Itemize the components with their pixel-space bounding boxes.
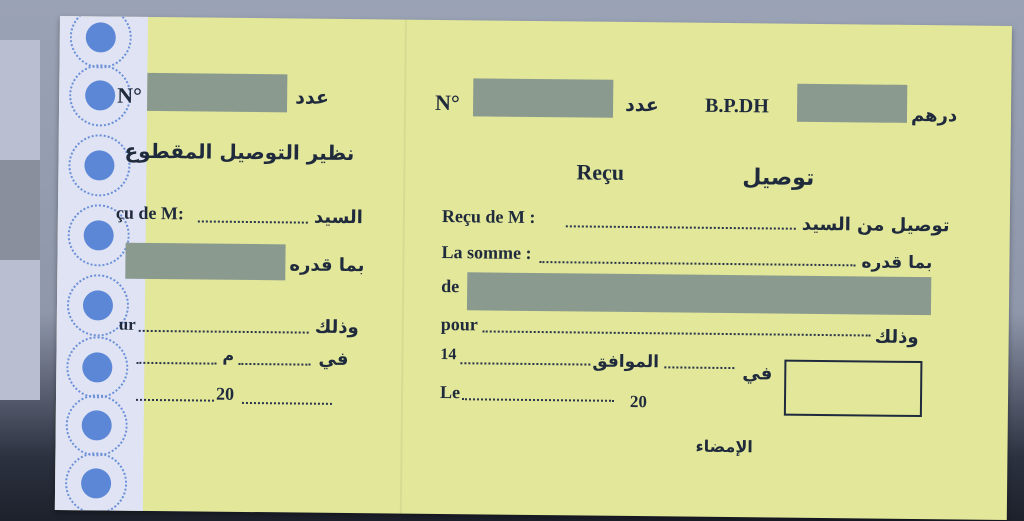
stub-year-field-2[interactable] (241, 401, 332, 405)
stamp-box[interactable] (783, 359, 923, 418)
stub-received-from: çu de M: (115, 202, 185, 224)
fold-line (399, 19, 407, 514)
receipt-amount-label-ar: درهم (910, 104, 958, 127)
receipt-amount-redacted (796, 83, 908, 123)
stub-amount-redacted (125, 242, 286, 281)
receipt-year: 20 (629, 391, 648, 412)
receipt-number-label-ar: عدد (624, 93, 659, 117)
receipt-title: Reçu (576, 159, 625, 185)
receipt-date-field[interactable] (461, 398, 615, 402)
receipt-signature-ar: الإمضاء (695, 436, 753, 457)
stub-number-label-ar: عدد (295, 86, 329, 109)
stub-amount-ar: بما قدره (289, 254, 365, 277)
stub-purpose-ar: وذلك (314, 316, 359, 339)
receipt-hijri-field[interactable] (460, 362, 591, 366)
stub-title-ar: نظير التوصيل المقطوع (124, 138, 355, 166)
stub-purpose: ur (118, 314, 136, 334)
stub-number-label: N° (117, 82, 142, 108)
receipt-hijri-prefix: 14 (440, 346, 457, 364)
achraf-logo-icon (69, 16, 133, 69)
stub-year: 20 (215, 383, 235, 404)
receipt-sum-field[interactable] (539, 261, 856, 267)
receipt-sum: La somme : (441, 242, 532, 263)
receipt-number-redacted (472, 78, 614, 118)
receipt-number-label: N° (434, 89, 460, 116)
receipt-purpose-field[interactable] (482, 330, 871, 337)
stub-year-field[interactable] (135, 398, 214, 402)
receipt-sum-ar: بما قدره (861, 252, 933, 274)
stub-received-from-ar: السيد (313, 206, 364, 229)
achraf-logo-icon (64, 452, 128, 511)
receipt-of: de (441, 276, 460, 297)
achraf-logo-icon (65, 394, 129, 457)
receipt-in-ar: في (742, 363, 773, 385)
receipt-of-redacted (466, 272, 932, 316)
receipt-title-ar: توصيل (742, 165, 815, 191)
achraf-logo-icon (65, 336, 129, 399)
receipt-received-from-field[interactable] (565, 225, 796, 230)
receipt-amount-label: B.P.DH (704, 94, 769, 118)
receipt-purpose: pour (440, 314, 478, 335)
stub-received-from-field[interactable] (197, 220, 308, 224)
receipt-corresponding-ar: الموافق (592, 351, 660, 373)
receipt-received-from: Reçu de M : (441, 206, 536, 227)
stub-date-field[interactable] (136, 361, 217, 365)
stub-in-ar: في (318, 348, 349, 371)
achraf-logo-icon (68, 134, 131, 197)
receipt-form: N° عدد نظير التوصيل المقطوع çu de M: الس… (54, 16, 1012, 520)
background-object (0, 160, 40, 260)
receipt-date: Le (439, 382, 461, 403)
receipt-purpose-ar: وذلك (874, 326, 919, 349)
stub-number-redacted (147, 72, 288, 113)
stub-date-field-2[interactable] (238, 362, 311, 366)
stub-purpose-field[interactable] (138, 329, 309, 334)
receipt-received-from-ar: توصيل من السيد (801, 213, 950, 237)
receipt-corresponding-field[interactable] (664, 366, 735, 370)
stub-m-ar: م (222, 345, 235, 365)
